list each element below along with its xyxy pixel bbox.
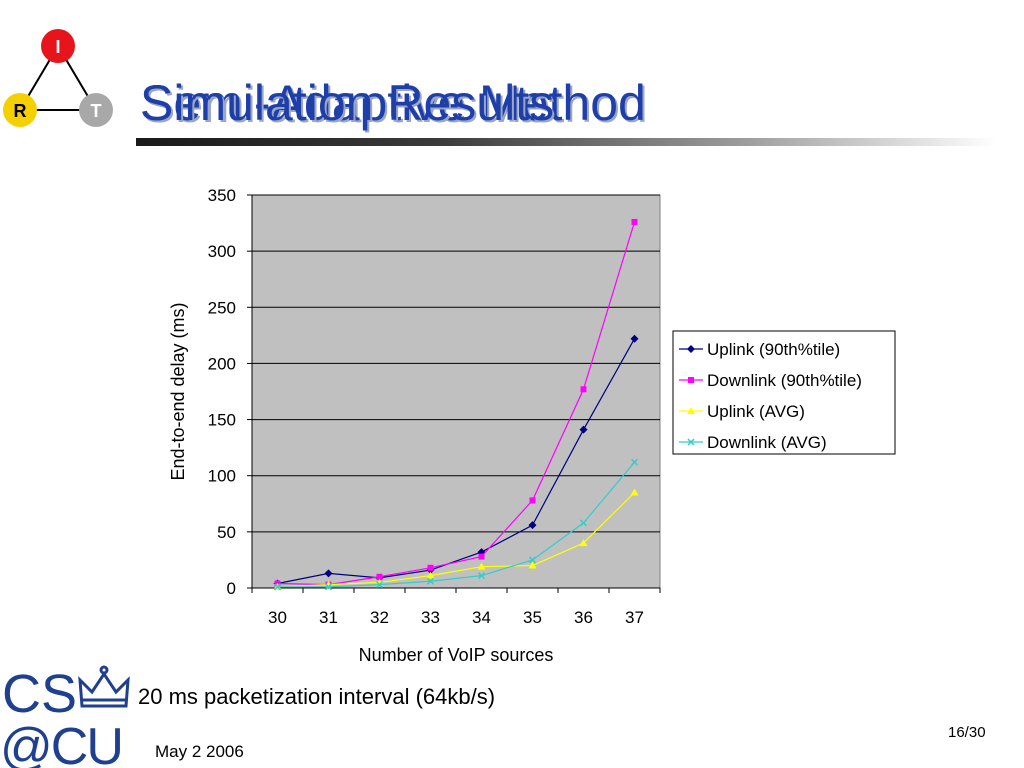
page-number: 16/30 xyxy=(948,724,986,741)
caption: 20 ms packetization interval (64kb/s) xyxy=(138,684,496,709)
y-tick-label: 300 xyxy=(208,242,236,261)
data-point xyxy=(478,553,485,560)
data-point xyxy=(631,218,638,225)
legend-swatch-marker xyxy=(687,407,695,414)
x-tick-label: 36 xyxy=(574,608,593,627)
data-point xyxy=(324,569,333,578)
y-axis-label: End-to-end delay (ms) xyxy=(168,302,188,480)
x-axis-label: Number of VoIP sources xyxy=(359,645,554,665)
data-point xyxy=(375,581,384,589)
logo-atcu-text: @CU xyxy=(0,718,122,768)
y-tick-label: 0 xyxy=(227,579,236,598)
y-tick-label: 50 xyxy=(217,523,236,542)
data-point xyxy=(324,583,333,591)
y-tick-label: 200 xyxy=(208,354,236,373)
legend-swatch-marker xyxy=(687,438,695,446)
series-line xyxy=(277,492,635,588)
data-point xyxy=(427,564,434,571)
y-tick-label: 350 xyxy=(208,186,236,205)
crown-icon xyxy=(78,665,130,708)
data-point xyxy=(477,572,486,580)
x-tick-label: 30 xyxy=(268,608,287,627)
title-underline-bar xyxy=(136,138,996,146)
legend-swatch-marker xyxy=(688,377,694,383)
legend-box xyxy=(672,330,896,455)
data-point xyxy=(426,577,435,585)
logo-letter-i: I xyxy=(55,37,60,57)
cs-cu-logo: CS @CU xyxy=(0,664,130,768)
x-tick-label: 37 xyxy=(625,608,644,627)
data-point xyxy=(426,571,435,579)
date-footer: May 2 2006 xyxy=(155,742,244,761)
delay-line-chart: 0 50 100 150 200 250 300 350 30 31 32 33 34 35 36 37 Num… xyxy=(168,186,896,665)
y-tick-label: 250 xyxy=(208,298,236,317)
series-line xyxy=(277,221,636,586)
x-tick-label: 35 xyxy=(523,608,542,627)
series-line xyxy=(277,338,636,585)
data-point xyxy=(580,386,587,393)
data-point xyxy=(376,573,383,580)
legend-label: Uplink (AVG) xyxy=(707,402,805,421)
slide-title-back: Semi-Adaptive Method xyxy=(140,75,646,131)
series-line xyxy=(277,461,635,588)
data-point xyxy=(528,561,537,569)
legend-swatch-marker xyxy=(687,345,695,353)
data-point xyxy=(630,334,639,343)
data-point xyxy=(630,488,639,496)
logo-letter-t: T xyxy=(91,101,102,121)
data-point xyxy=(528,521,537,530)
plot-area xyxy=(251,194,661,589)
y-tick-label: 150 xyxy=(208,411,236,430)
slide-title-front: Simulation Results xyxy=(140,75,555,131)
legend-label: Downlink (90th%tile) xyxy=(707,371,862,390)
irt-logo: I R T xyxy=(3,29,113,127)
data-point xyxy=(579,519,588,527)
logo-letter-r: R xyxy=(14,101,27,121)
logo-cs-text: CS xyxy=(2,664,77,724)
legend-label: Uplink (90th%tile) xyxy=(707,340,840,359)
x-tick-label: 31 xyxy=(319,608,338,627)
data-point xyxy=(529,497,536,504)
x-tick-label: 32 xyxy=(370,608,389,627)
data-point xyxy=(579,539,588,547)
legend-label: Downlink (AVG) xyxy=(707,433,827,452)
data-point xyxy=(477,548,486,557)
data-point xyxy=(273,583,282,591)
data-point xyxy=(528,556,537,564)
data-point xyxy=(579,425,588,434)
data-point xyxy=(477,562,486,570)
y-tick-label: 100 xyxy=(208,467,236,486)
x-tick-label: 34 xyxy=(472,608,491,627)
x-tick-label: 33 xyxy=(421,608,440,627)
data-point xyxy=(630,458,639,466)
